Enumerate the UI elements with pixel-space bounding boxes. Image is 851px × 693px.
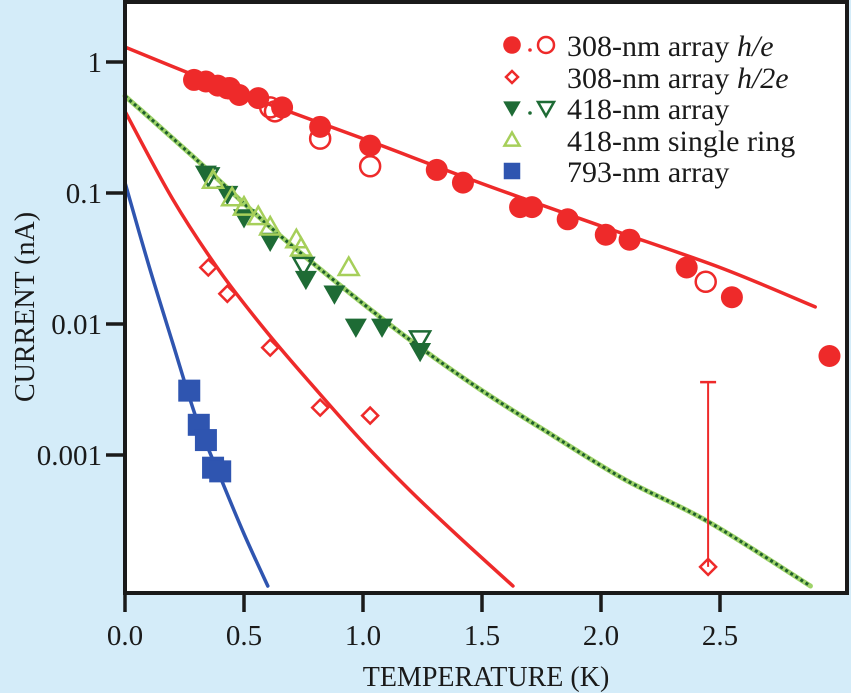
x-tick-label: 0.0 bbox=[107, 620, 143, 652]
legend-label: 793-nm array bbox=[567, 156, 729, 189]
308-nm-array-h-e-open-point bbox=[358, 155, 382, 178]
418-nm-array-filled-point bbox=[294, 270, 317, 291]
308-nm-array-h-e-open-point bbox=[694, 270, 717, 294]
fit-793 bbox=[123, 180, 270, 588]
x-tick-label: 1.0 bbox=[345, 620, 381, 652]
418-nm-array-filled-point bbox=[344, 318, 367, 338]
legend-label: 418-nm array bbox=[567, 93, 729, 126]
418-nm-array-filled-point bbox=[409, 342, 432, 363]
legend-marker bbox=[503, 36, 521, 54]
308-nm-array-h-e-filled-point bbox=[520, 196, 543, 219]
legend-label: 308-nm array h/e bbox=[567, 30, 774, 63]
legend-marker bbox=[502, 129, 522, 147]
y-tick-label: 1 bbox=[88, 47, 103, 79]
legend-marker bbox=[535, 100, 557, 119]
308-nm-array-h-2e-point bbox=[310, 397, 330, 418]
418-nm-single-ring-point bbox=[336, 254, 361, 277]
418-nm-array-filled-point bbox=[371, 318, 394, 338]
fit-308-h-2e bbox=[123, 109, 515, 588]
308-nm-array-h-e-open-point bbox=[218, 77, 241, 100]
308-nm-array-h-e-filled-point bbox=[720, 286, 743, 309]
legend-label: 308-nm array h/2e bbox=[567, 62, 789, 95]
308-nm-array-h-2e-point bbox=[260, 337, 280, 358]
418-nm-array-open-point bbox=[291, 256, 316, 278]
418-nm-array-open-point bbox=[196, 167, 221, 189]
418-nm-array-filled-point bbox=[259, 232, 282, 253]
418-nm-array-filled-point bbox=[323, 285, 346, 305]
x-tick-label: 2.0 bbox=[583, 620, 619, 652]
308-nm-array-h-e-filled-point bbox=[451, 171, 474, 194]
x-axis-title: TEMPERATURE (K) bbox=[363, 662, 610, 693]
308-nm-array-h-e-filled-point bbox=[618, 228, 641, 251]
x-tick-label: 0.5 bbox=[226, 620, 262, 652]
y-tick-label: 0.1 bbox=[66, 178, 102, 210]
x-axis: 0.0 0.5 1.0 1.5 2.0 2.5 bbox=[107, 593, 738, 652]
418-nm-single-ring-point bbox=[246, 204, 271, 226]
plot-frame bbox=[123, 0, 849, 595]
308-nm-array-h-e-open-point bbox=[263, 100, 287, 123]
308-nm-array-h-e-open-point bbox=[258, 96, 282, 119]
793-nm-array-point bbox=[209, 460, 232, 483]
legend-marker bbox=[503, 162, 521, 180]
y-axis-title: CURRENT (nA) bbox=[10, 212, 41, 402]
308-nm-array-h-2e-point bbox=[217, 284, 238, 304]
308-nm-array-h-e-filled-point bbox=[818, 344, 841, 367]
308-nm-array-h-2e-point bbox=[198, 257, 219, 278]
308-nm-array-h-2e-point bbox=[698, 557, 718, 577]
legend-marker bbox=[536, 35, 556, 55]
308-nm-array-h-e-filled-point bbox=[359, 134, 382, 157]
legend-marker bbox=[504, 69, 520, 85]
legend-separator bbox=[528, 111, 532, 115]
308-nm-array-h-e-open-point bbox=[308, 127, 332, 150]
legend-marker bbox=[503, 101, 521, 117]
308-nm-array-h-2e-point bbox=[360, 405, 380, 426]
418-nm-single-ring-point bbox=[231, 194, 257, 216]
308-nm-array-h-e-filled-point bbox=[228, 83, 251, 106]
308-nm-array-h-e-filled-point bbox=[247, 87, 270, 110]
308-nm-array-h-e-filled-point bbox=[594, 223, 617, 246]
308-nm-array-h-e-filled-point bbox=[556, 208, 579, 231]
418-nm-single-ring-point bbox=[200, 167, 226, 190]
legend-separator bbox=[528, 48, 532, 52]
y-tick-label: 0.01 bbox=[51, 309, 102, 341]
legend-label: 418-nm single ring bbox=[567, 125, 795, 158]
308-nm-array-h-e-filled-point bbox=[675, 256, 698, 279]
y-axis: 1 0.1 0.01 0.001 bbox=[37, 47, 125, 472]
793-nm-array-point bbox=[194, 429, 217, 452]
308-nm-array-h-e-filled-point bbox=[309, 115, 332, 138]
418-nm-single-ring-point bbox=[258, 214, 283, 236]
418-nm-single-ring-point bbox=[288, 235, 314, 257]
793-nm-array-point bbox=[178, 379, 201, 402]
418-nm-array-open-point bbox=[407, 330, 433, 352]
data-points bbox=[178, 68, 841, 577]
308-nm-array-h-e-filled-point bbox=[425, 158, 448, 181]
x-tick-label: 2.5 bbox=[702, 620, 738, 652]
x-tick-label: 1.5 bbox=[464, 620, 500, 652]
y-tick-label: 0.001 bbox=[37, 440, 102, 472]
418-nm-single-ring-point bbox=[219, 185, 245, 207]
